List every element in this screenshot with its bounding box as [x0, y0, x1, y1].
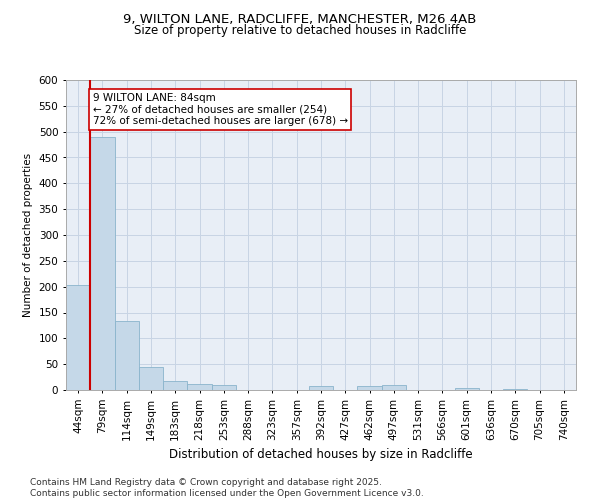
Bar: [187, 384, 212, 390]
Bar: [309, 386, 333, 390]
Bar: [66, 285, 90, 390]
Text: Contains HM Land Registry data © Crown copyright and database right 2025.
Contai: Contains HM Land Registry data © Crown c…: [30, 478, 424, 498]
Bar: [212, 385, 236, 390]
Text: 9, WILTON LANE, RADCLIFFE, MANCHESTER, M26 4AB: 9, WILTON LANE, RADCLIFFE, MANCHESTER, M…: [124, 12, 476, 26]
Y-axis label: Number of detached properties: Number of detached properties: [23, 153, 33, 317]
Bar: [382, 386, 406, 390]
Bar: [90, 137, 115, 390]
Text: 9 WILTON LANE: 84sqm
← 27% of detached houses are smaller (254)
72% of semi-deta: 9 WILTON LANE: 84sqm ← 27% of detached h…: [93, 93, 348, 126]
Bar: [455, 388, 479, 390]
Text: Size of property relative to detached houses in Radcliffe: Size of property relative to detached ho…: [134, 24, 466, 37]
Bar: [163, 380, 187, 390]
Bar: [139, 367, 163, 390]
X-axis label: Distribution of detached houses by size in Radcliffe: Distribution of detached houses by size …: [169, 448, 473, 461]
Bar: [503, 389, 527, 390]
Bar: [115, 322, 139, 390]
Bar: [358, 386, 382, 390]
